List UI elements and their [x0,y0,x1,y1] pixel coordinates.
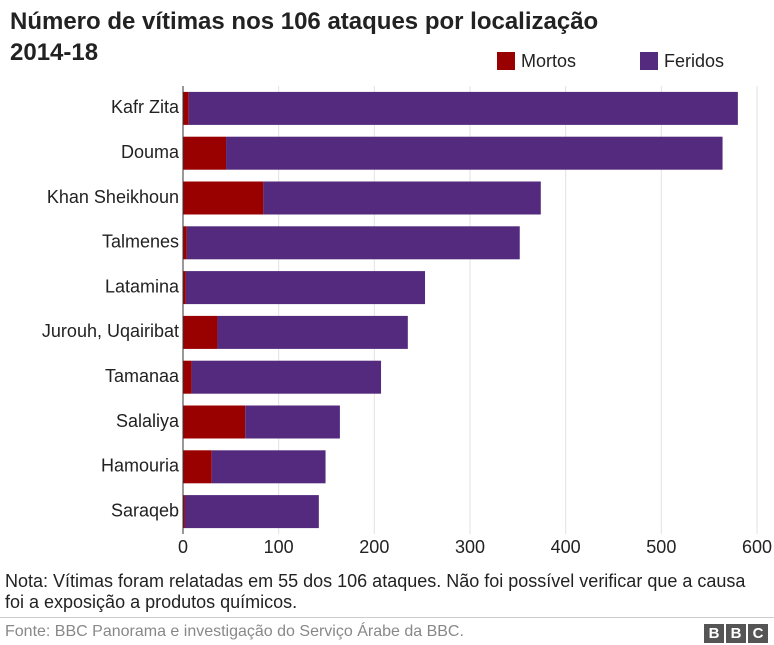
x-tick-label: 200 [359,537,389,557]
y-tick-label: Kafr Zita [111,97,180,117]
chart-title-block: Número de vítimas nos 106 ataques por lo… [10,6,740,68]
bar-segment [183,226,187,260]
bar-segment [184,495,319,529]
y-tick-label: Douma [121,142,180,162]
legend-label: Mortos [521,51,576,71]
bar-segment [186,226,520,260]
legend-swatch [497,52,515,70]
logo-letter: B [704,624,724,643]
y-tick-label: Tamanaa [105,366,180,386]
bar-segment [183,495,185,529]
chart-title: Número de vítimas nos 106 ataques por lo… [10,8,599,35]
bar-segment [191,360,382,394]
y-tick-label: Saraqeb [111,500,179,520]
bar-segment [188,91,738,125]
logo-letter: C [748,624,768,643]
bar-segment [183,91,189,125]
y-tick-label: Jurouh, Uqairibat [42,321,179,341]
x-tick-label: 600 [742,537,772,557]
x-tick-label: 500 [646,537,676,557]
bar-segment [183,450,212,484]
bar-segment [217,315,408,349]
bar-segment [183,271,186,305]
bar-segment [263,181,541,215]
bar-segment [183,360,192,394]
bar-segment [183,405,246,439]
bar-segment [183,136,227,170]
bar-segment [211,450,326,484]
legend-label: Feridos [664,51,724,71]
y-tick-label: Salaliya [116,411,180,431]
logo: B B C [704,624,768,643]
logo-letter: B [726,624,746,643]
x-tick-label: 0 [178,537,188,557]
x-tick-label: 400 [551,537,581,557]
y-tick-label: Latamina [105,276,180,296]
note: Nota: Vítimas foram relatadas em 55 dos … [5,571,746,612]
legend-swatch [640,52,658,70]
y-tick-label: Hamouria [101,456,180,476]
y-tick-label: Khan Sheikhoun [47,187,179,207]
bar-segment [245,405,340,439]
source: Fonte: BBC Panorama e investigação do Se… [5,623,464,640]
x-tick-label: 300 [455,537,485,557]
chart-subtitle: 2014-18 [10,39,99,66]
bar-segment [226,136,723,170]
bar-segment [183,315,218,349]
bar-segment [185,271,426,305]
y-tick-label: Talmenes [102,232,179,252]
x-tick-label: 100 [264,537,294,557]
bar-segment [183,181,264,215]
divider [0,617,774,618]
